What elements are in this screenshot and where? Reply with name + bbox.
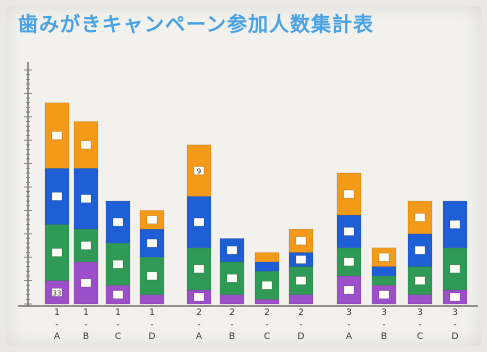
segment-label-box [414, 245, 426, 255]
segment-label-box [51, 248, 63, 257]
segment-label-box [51, 288, 63, 297]
segment-label-box [343, 285, 355, 295]
category-label: 1 [54, 308, 60, 318]
category-label: D [452, 332, 459, 342]
segment-label-box [112, 290, 124, 299]
bar-segment [407, 294, 433, 305]
bar-segment [139, 294, 165, 305]
bar-segment [371, 266, 397, 277]
segment-label-box [414, 276, 426, 285]
bar-segment [442, 247, 468, 291]
category-label: 3 [417, 308, 423, 318]
segment-label-box [80, 241, 92, 250]
segment-label-box [343, 227, 355, 236]
segment-label-box [146, 215, 158, 225]
category-label: C [115, 332, 121, 342]
category-label: - [84, 320, 87, 330]
segment-label-box [343, 189, 355, 199]
category-label: - [116, 320, 119, 330]
category-label: - [382, 320, 385, 330]
segment-label-box [193, 217, 205, 227]
category-label: 2 [298, 308, 304, 318]
segment-label-box [146, 271, 158, 281]
category-label: - [453, 320, 456, 330]
category-label: 2 [229, 308, 235, 318]
bar-segment [288, 294, 314, 305]
segment-value-label: 9 [197, 168, 201, 176]
category-label: 3 [452, 308, 458, 318]
segment-label-box [112, 259, 124, 269]
category-label: 1 [83, 308, 89, 318]
category-label: A [346, 332, 353, 342]
bar-segment [254, 252, 280, 263]
category-label: - [418, 320, 421, 330]
segment-label-box [193, 292, 205, 302]
segment-label-box [193, 264, 205, 274]
bar-segment [219, 294, 245, 305]
category-label: B [229, 332, 235, 342]
category-label: A [196, 332, 203, 342]
segment-label-box [378, 252, 390, 262]
segment-label-box [295, 236, 307, 246]
segment-label-box [343, 257, 355, 267]
category-label: C [264, 332, 270, 342]
category-label: - [265, 320, 268, 330]
category-label: D [298, 332, 305, 342]
segment-label-box [226, 274, 238, 283]
category-label: 3 [381, 308, 387, 318]
category-label: 2 [264, 308, 270, 318]
category-label: B [381, 332, 387, 342]
segment-label-box [80, 140, 92, 150]
chart-title: 歯みがきキャンペーン参加人数集計表 [18, 12, 374, 36]
segment-label-box [80, 194, 92, 203]
bar-segment [254, 299, 280, 305]
bar-segment [371, 275, 397, 286]
segment-label-box [51, 131, 63, 140]
segment-label-box [80, 278, 92, 288]
segment-label-box [295, 255, 307, 264]
bar-segment [254, 261, 280, 272]
segment-label-box [112, 217, 124, 227]
category-label: - [197, 320, 200, 330]
category-label: A [54, 332, 61, 342]
category-label: 2 [196, 308, 202, 318]
category-label: 1 [115, 308, 121, 318]
segment-label-box [414, 213, 426, 222]
category-label: C [417, 332, 423, 342]
segment-label-box [378, 290, 390, 299]
segment-value-label: 33 [53, 289, 62, 297]
category-label: B [83, 332, 89, 342]
category-label: - [150, 320, 153, 330]
segment-label-box [449, 264, 461, 274]
category-label: - [230, 320, 233, 330]
segment-label-box [261, 281, 273, 290]
segment-label-box [449, 220, 461, 229]
category-label: 1 [149, 308, 155, 318]
category-label: 3 [346, 308, 352, 318]
segment-label-box [226, 245, 238, 255]
segment-label-box [193, 166, 205, 175]
category-label: - [347, 320, 350, 330]
segment-label-box [295, 276, 307, 285]
category-label: - [55, 320, 58, 330]
category-label: - [299, 320, 302, 330]
segment-label-box [51, 192, 63, 201]
segment-label-box [449, 292, 461, 302]
segment-label-box [146, 238, 158, 248]
category-label: D [149, 332, 156, 342]
